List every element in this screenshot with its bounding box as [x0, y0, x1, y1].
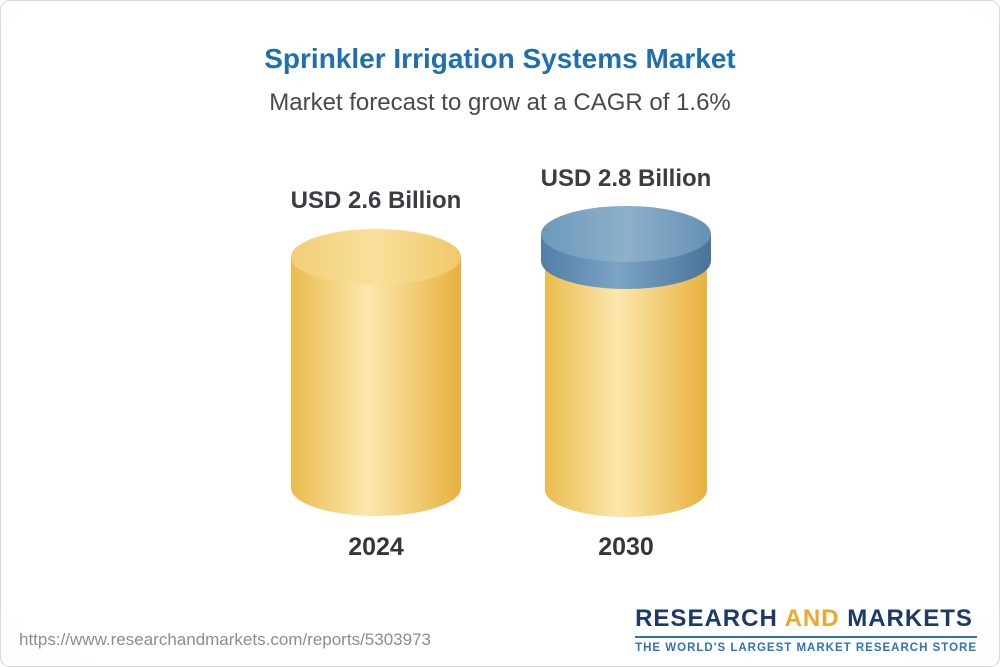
logo-wordmark: RESEARCH AND MARKETS: [635, 605, 977, 633]
report-url: https://www.researchandmarkets.com/repor…: [19, 630, 431, 649]
chart-title: Sprinkler Irrigation Systems Market: [264, 43, 736, 74]
cylinder-bar-2030: [541, 206, 711, 517]
logo-word-research: RESEARCH: [635, 605, 778, 632]
cylinder-bar-2024: [291, 229, 461, 516]
logo-word-markets: MARKETS: [847, 605, 973, 632]
cylinder-body-2024: [291, 257, 461, 516]
logo-divider: [635, 636, 977, 638]
logo-tagline: THE WORLD'S LARGEST MARKET RESEARCH STOR…: [635, 642, 977, 654]
logo-word-and: AND: [784, 605, 840, 632]
growth-cap-top-2030: [541, 206, 711, 262]
chart-subtitle: Market forecast to grow at a CAGR of 1.6…: [269, 89, 731, 116]
cylinder-top-2024: [291, 229, 461, 285]
x-axis-label-2030: 2030: [598, 533, 654, 561]
cylinder-body-2030: [545, 261, 707, 517]
x-axis-label-2024: 2024: [348, 533, 404, 561]
research-and-markets-logo: RESEARCH AND MARKETS THE WORLD'S LARGEST…: [635, 605, 977, 654]
value-label-2024: USD 2.6 Billion: [290, 187, 462, 214]
value-label-2030: USD 2.8 Billion: [540, 165, 712, 192]
